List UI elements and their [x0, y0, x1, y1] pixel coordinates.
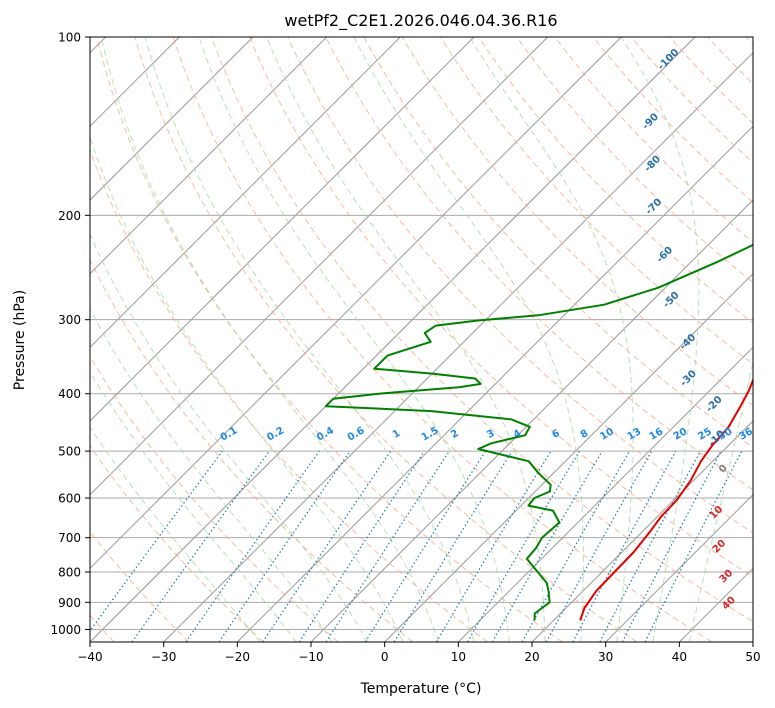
mixing-ratio-line	[572, 450, 677, 642]
y-tick-label: 400	[58, 387, 81, 401]
isotherm-line	[90, 37, 254, 201]
dewpoint-profile-line	[324, 243, 753, 621]
x-tick-label: 10	[451, 650, 466, 664]
mixing-ratio-line	[90, 450, 223, 632]
mixing-ratio-label: 1	[391, 428, 403, 441]
y-axis: 100 200 300 400 500 600 700 800 900 1000	[50, 31, 90, 637]
profile-series	[324, 243, 753, 621]
dry-adiabat-line	[172, 37, 712, 642]
mixing-ratio-label: 3	[485, 428, 497, 441]
mixing-ratio-line	[298, 450, 425, 642]
isotherm-line	[605, 493, 753, 642]
y-tick-label: 900	[58, 596, 81, 610]
x-tick-label: −40	[77, 650, 102, 664]
isotherm-line	[236, 125, 753, 642]
plot-frame	[89, 36, 754, 643]
mixing-ratio-line	[185, 450, 320, 642]
y-tick-label: 600	[58, 492, 81, 506]
isotherm-line	[90, 37, 622, 570]
background-lines	[90, 37, 753, 642]
x-axis-label: Temperature (°C)	[360, 681, 482, 697]
y-tick-label: 300	[58, 313, 81, 327]
chart-title: wetPf2_C2E1.2026.046.04.36.R16	[284, 11, 557, 31]
isotherm-line	[90, 37, 328, 275]
y-tick-label: 100	[58, 31, 81, 45]
moist-adiabat-line	[266, 37, 546, 642]
moist-adiabat-line	[688, 358, 753, 642]
isotherm-line	[384, 272, 753, 642]
moist-adiabat-line	[90, 426, 261, 642]
moist-adiabat-line	[90, 370, 297, 642]
x-tick-label: 40	[672, 650, 687, 664]
isotherm-line	[310, 199, 753, 642]
x-tick-label: −20	[225, 650, 250, 664]
isotherm-line	[531, 420, 753, 642]
moist-adiabat-line	[90, 308, 333, 642]
moist-adiabat-line	[90, 135, 404, 642]
mixing-ratio-label: 36	[737, 426, 755, 443]
y-tick-label: 700	[58, 531, 81, 545]
dry-adiabat-line	[96, 37, 563, 642]
mixing-ratio-label: 4	[512, 428, 524, 441]
mixing-ratio-line	[393, 450, 513, 642]
y-tick-label: 800	[58, 566, 81, 580]
mixing-ratio-line	[218, 450, 351, 642]
dry-adiabat-line	[90, 258, 414, 642]
isotherm-line	[90, 37, 475, 422]
moist-adiabat-line	[90, 232, 369, 642]
isotherm-line	[457, 346, 753, 642]
isotherm-line	[90, 37, 696, 642]
mixing-ratio-line	[644, 450, 743, 642]
moist-adiabat-line	[144, 37, 475, 642]
temperature-profile-line	[579, 377, 753, 621]
dry-adiabat-line	[134, 37, 638, 642]
dry-adiabat-line	[210, 37, 753, 623]
mixing-ratio-line	[262, 450, 392, 642]
dry-adiabat-line	[249, 37, 753, 578]
mixing-ratio-line	[545, 450, 653, 642]
dry-adiabat-line	[90, 445, 264, 642]
x-tick-label: −10	[298, 650, 323, 664]
mixing-ratio-label: 8	[579, 428, 591, 441]
mixing-ratio-label: 2	[449, 428, 461, 441]
x-tick-label: 0	[381, 650, 389, 664]
y-tick-label: 1000	[50, 623, 81, 637]
moist-adiabat-line	[198, 37, 510, 642]
x-axis: −40 −30 −20 −10 0 10 20 30 40 50	[77, 642, 761, 664]
mixing-ratio-line	[131, 450, 270, 642]
x-tick-label: −30	[151, 650, 176, 664]
dry-adiabat-line	[516, 37, 753, 284]
isotherm-line	[90, 37, 549, 496]
mixing-ratio-line	[325, 450, 450, 642]
x-tick-label: 20	[524, 650, 539, 664]
moist-adiabat-line	[353, 37, 584, 642]
moist-adiabat-line	[620, 37, 700, 642]
dry-adiabat-line	[90, 355, 339, 642]
mixing-ratio-label: 6	[550, 428, 562, 441]
dry-adiabat-line	[325, 37, 753, 491]
y-tick-label: 500	[58, 445, 81, 459]
y-tick-label: 200	[58, 209, 81, 223]
x-tick-label: 50	[745, 650, 760, 664]
isotherm-line	[163, 51, 753, 642]
x-tick-label: 30	[598, 650, 613, 664]
moist-adiabat-line	[100, 37, 439, 642]
mixing-ratio-line	[521, 450, 631, 642]
y-axis-label: Pressure (hPa)	[12, 290, 28, 390]
